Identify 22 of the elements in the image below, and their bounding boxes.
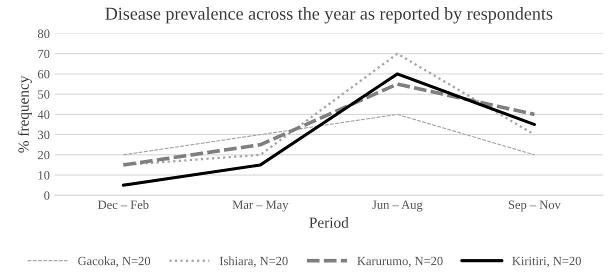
legend-label: Gacoka, N=20 — [78, 256, 150, 268]
legend-label: Ishiara, N=20 — [220, 256, 288, 268]
y-tick-label: 30 — [38, 130, 50, 140]
x-tick-label: Sep – Nov — [508, 200, 561, 212]
line-series — [122, 82, 536, 167]
y-tick-label: 0 — [44, 191, 50, 200]
x-tick-label: Mar – May — [232, 200, 288, 212]
y-tick-label: 40 — [38, 110, 50, 119]
chart-title: Disease prevalence across the year as reported by respondents — [105, 7, 552, 24]
y-tick-label: 50 — [38, 90, 50, 99]
legend-label: Kiritiri, N=20 — [512, 256, 581, 268]
y-tick-label: 20 — [38, 150, 50, 160]
y-tick-label: 60 — [38, 70, 50, 78]
line-series — [122, 72, 536, 187]
y-tick-label: 70 — [38, 50, 50, 58]
x-axis-title: Period — [309, 217, 349, 228]
x-tick-label: Jun – Aug — [372, 200, 422, 212]
x-tick-label: Dec – Feb — [98, 200, 149, 209]
y-axis-title: % frequency — [18, 76, 32, 153]
y-tick-label: 10 — [38, 171, 50, 180]
legend-label: Karurumo, N=20 — [357, 256, 443, 268]
y-tick-label: 80 — [38, 30, 50, 38]
